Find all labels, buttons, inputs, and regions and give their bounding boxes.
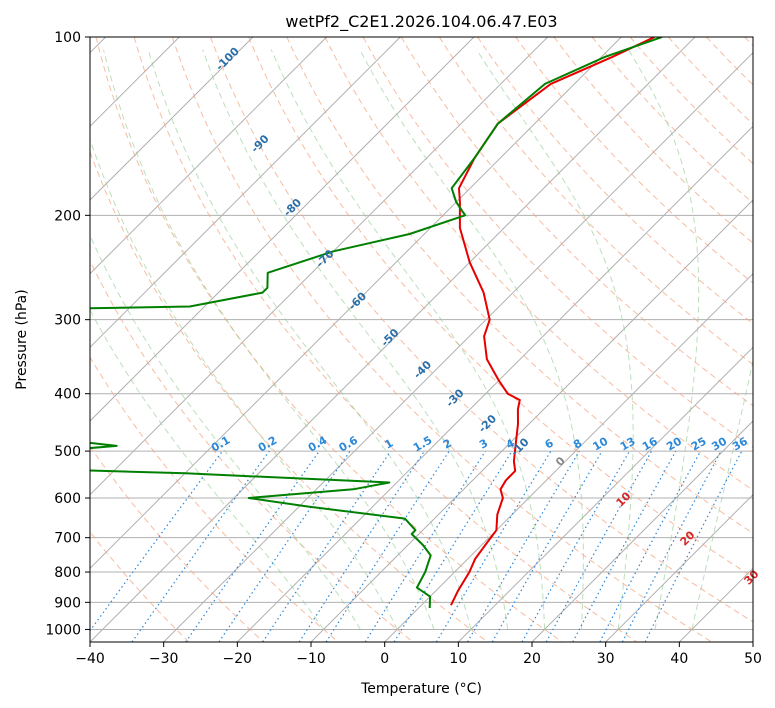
moist-adiabat-line: [202, 49, 509, 630]
moist-adiabat-line: [90, 137, 398, 630]
chart-title: wetPf2_C2E1.2026.104.06.47.E03: [285, 12, 557, 32]
plot-background: [90, 37, 753, 642]
dry-adiabat-line: [90, 356, 339, 642]
dry-adiabat-line: [90, 150, 488, 642]
y-tick-label: 900: [54, 595, 81, 611]
y-tick-label: 700: [54, 531, 81, 547]
dry-adiabat-line: [591, 37, 753, 204]
mixing-ratio-line: [599, 450, 702, 642]
x-tick-label: −40: [75, 651, 105, 667]
dry-adiabat-line: [210, 37, 753, 623]
isotherm-line: [384, 272, 753, 642]
dry-adiabat-line: [133, 37, 638, 642]
moist-adiabat-line: [270, 49, 546, 630]
mixing-ratio-line: [218, 450, 351, 642]
isotherm-line: [605, 493, 753, 642]
axes: −40 −30 −20 −10 0 10 20 30 40 50 100 200 300 400 500 60…: [45, 30, 762, 667]
dry-adiabat-line: [286, 37, 753, 534]
dry-adiabat-line: [90, 259, 414, 642]
isotherm-line: [457, 346, 753, 642]
x-tick-label: 0: [380, 651, 389, 667]
mixing-ratio-line: [185, 450, 320, 642]
moist-adiabat-line: [359, 49, 584, 630]
dry-adiabat-line: [438, 37, 753, 366]
mixing-ratio-line: [262, 450, 392, 642]
dewpoint-profile-line: [90, 37, 663, 609]
isotherm-line: [90, 37, 475, 422]
dry-adiabat-line: [171, 37, 712, 642]
y-tick-label: 300: [54, 313, 81, 329]
moist-adiabat-line: [691, 358, 753, 630]
isotherm-line: [90, 37, 549, 496]
isotherm-line: [90, 37, 328, 275]
dry-adiabat-line: [362, 37, 753, 449]
mixing-ratio-line: [131, 450, 270, 642]
data-series: [90, 37, 663, 609]
y-tick-label: 100: [54, 30, 81, 46]
plot-frame: [89, 36, 754, 643]
dry-adiabat-line: [248, 37, 753, 578]
x-tick-label: 20: [523, 651, 541, 667]
y-tick-label: 800: [54, 565, 81, 581]
temperature-profile-line: [450, 37, 655, 606]
x-tick-label: 10: [449, 651, 467, 667]
isotherm-line: [531, 420, 753, 642]
moist-adiabat-line: [476, 49, 634, 630]
x-tick-label: 50: [744, 651, 762, 667]
y-tick-label: 600: [54, 491, 81, 507]
mixing-ratio-line: [435, 450, 552, 642]
x-tick-label: −20: [223, 651, 253, 667]
dry-adiabat-line: [400, 37, 753, 407]
reference-lines: [90, 37, 753, 642]
y-axis-title: Pressure (hPa): [14, 289, 30, 389]
moist-adiabat-line: [90, 308, 325, 630]
mixing-ratio-line: [325, 450, 450, 642]
x-tick-label: 40: [670, 651, 688, 667]
isotherm-line: [90, 37, 622, 570]
y-tick-label: 400: [54, 387, 81, 403]
mixing-ratio-line: [393, 450, 513, 642]
mixing-ratio-line: [572, 450, 677, 642]
isotherm-line: [752, 641, 753, 642]
mixing-ratio-line: [466, 450, 580, 642]
dry-adiabat-line: [90, 445, 264, 642]
y-tick-label: 200: [54, 208, 81, 224]
isotherm-line: [163, 51, 753, 642]
mixing-ratio-line: [298, 450, 425, 642]
x-tick-label: −10: [296, 651, 326, 667]
dry-adiabat-line: [553, 37, 753, 244]
dry-adiabat-line: [95, 37, 563, 642]
dry-adiabat-line: [324, 37, 753, 491]
isotherm-line: [90, 37, 696, 642]
x-axis-title: Temperature (°C): [360, 681, 482, 697]
moist-adiabat-line: [627, 49, 700, 630]
isotherm-line: [236, 125, 753, 642]
isotherm-line: [90, 37, 254, 201]
y-tick-label: 1000: [45, 622, 81, 638]
isotherm-line: [90, 37, 401, 349]
x-tick-label: 30: [597, 651, 615, 667]
y-tick-label: 500: [54, 444, 81, 460]
mixing-ratio-line: [364, 450, 486, 642]
x-tick-label: −30: [149, 651, 179, 667]
